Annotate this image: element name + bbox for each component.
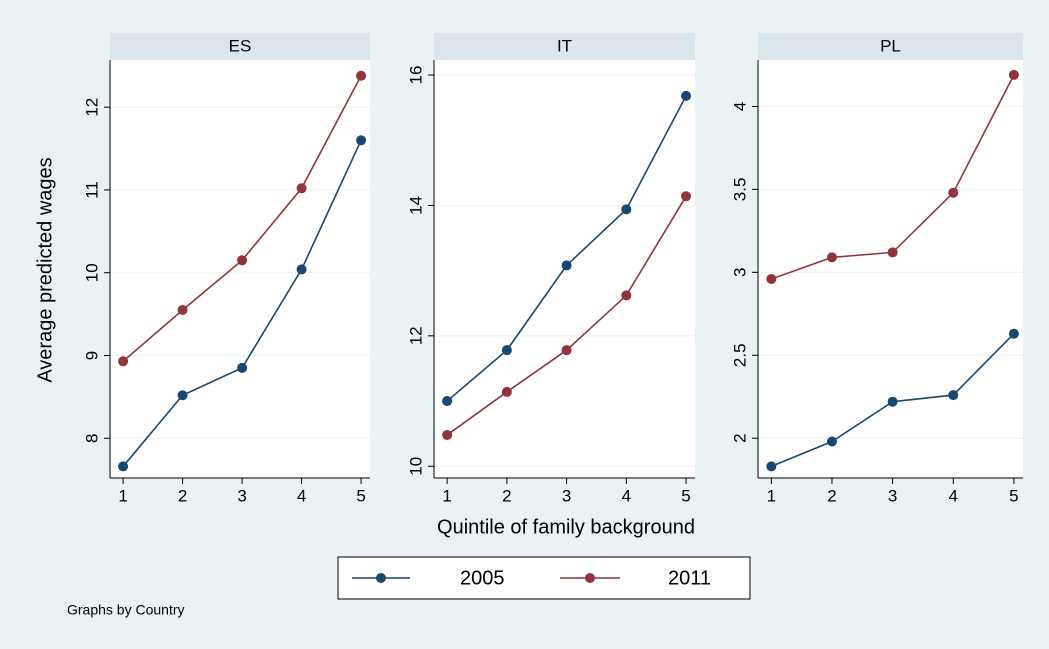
point [296,264,307,275]
x-tick-label: 1 [767,486,776,505]
x-tick-label: 1 [442,486,451,505]
legend-marker [585,573,595,583]
x-tick-label: 1 [118,486,127,505]
panel-strip [758,33,1023,60]
point [442,429,453,440]
panel-strip [434,33,695,60]
x-tick-label: 5 [356,486,365,505]
y-tick-label: 2 [730,433,749,442]
point [621,290,632,301]
plot-area [110,60,370,478]
y-tick-label: 3.5 [730,178,749,202]
panel-strip [110,33,370,60]
point [766,461,777,472]
y-tick-label: 9 [82,351,101,360]
point [356,135,367,146]
x-tick-label: 4 [949,486,958,505]
point [118,461,129,472]
point [681,90,692,101]
panel-title: IT [557,36,572,55]
point [356,70,367,81]
panel-title: ES [229,36,252,55]
x-tick-label: 5 [1009,486,1018,505]
legend-marker [376,573,386,583]
point [501,345,512,356]
y-tick-label: 4 [730,102,749,111]
x-tick-label: 2 [827,486,836,505]
point [887,396,898,407]
point [681,191,692,202]
y-tick-label: 11 [82,181,101,199]
point [561,260,572,271]
x-tick-label: 5 [681,486,690,505]
y-axis-label: Average predicted wages [34,157,56,382]
y-tick-label: 3 [730,268,749,277]
y-tick-label: 8 [82,434,101,443]
point [237,255,248,266]
point [237,362,248,373]
x-axis-label: Quintile of family background [437,516,695,538]
y-tick-label: 14 [406,196,425,215]
point [177,304,188,315]
legend-label: 2005 [460,567,505,589]
x-tick-label: 4 [622,486,631,505]
x-tick-label: 2 [502,486,511,505]
y-tick-label: 12 [82,98,101,117]
point [442,396,453,407]
y-tick-label: 10 [406,457,425,476]
point [1008,328,1019,339]
point [887,247,898,258]
y-tick-label: 2.5 [730,343,749,367]
y-tick-label: 10 [82,263,101,282]
y-tick-label: 12 [406,326,425,345]
x-tick-label: 3 [237,486,246,505]
point [296,183,307,194]
legend-label: 2011 [668,567,711,589]
point [1008,69,1019,80]
x-tick-label: 4 [297,486,306,505]
point [621,204,632,215]
note: Graphs by Country [67,602,185,618]
point [177,390,188,401]
point [501,386,512,397]
x-tick-label: 3 [562,486,571,505]
point [826,436,837,447]
point [561,345,572,356]
point [766,273,777,284]
point [948,390,959,401]
x-tick-label: 3 [888,486,897,505]
y-tick-label: 16 [406,66,425,85]
plot-area [758,60,1023,478]
point [826,252,837,263]
x-tick-label: 2 [178,486,187,505]
point [948,187,959,198]
panel-title: PL [880,36,901,55]
point [118,356,129,367]
